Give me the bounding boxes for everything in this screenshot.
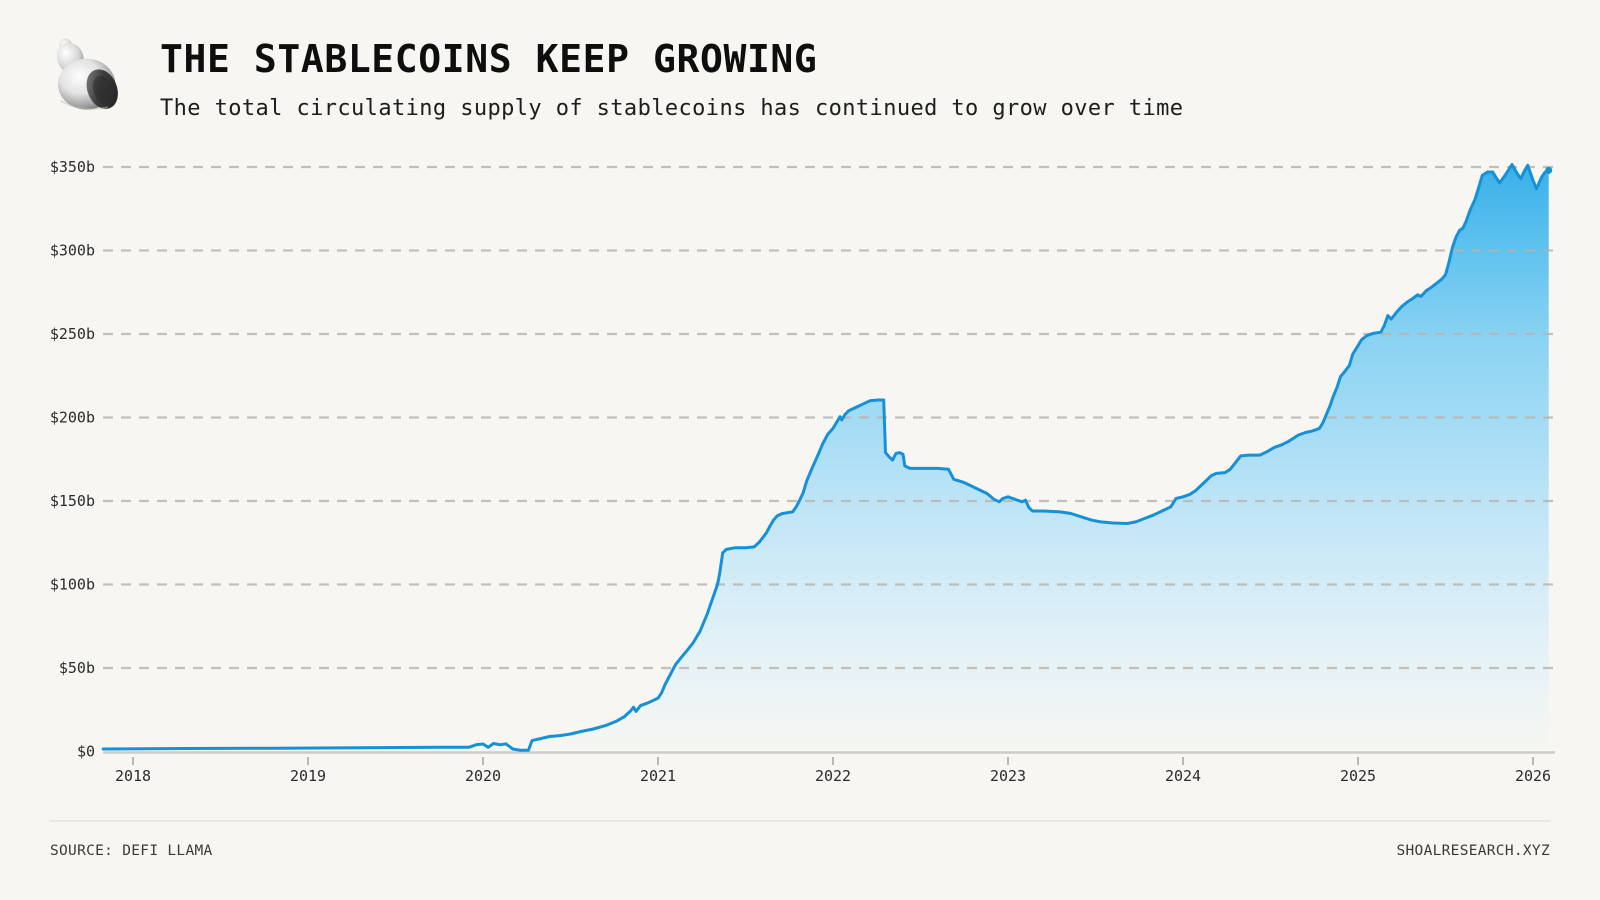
y-tick-label-100: $100b — [50, 576, 95, 594]
source-credit: SOURCE: DEFI LLAMA — [50, 843, 213, 859]
y-tick-label-250: $250b — [50, 325, 95, 343]
x-tick-label-2019: 2019 — [290, 767, 326, 785]
x-tick-label-2024: 2024 — [1165, 767, 1201, 785]
x-tick-label-2022: 2022 — [815, 767, 851, 785]
x-tick-label-2018: 2018 — [115, 767, 151, 785]
x-tick-label-2023: 2023 — [990, 767, 1026, 785]
x-tick-label-2020: 2020 — [465, 767, 501, 785]
line-end-marker — [1545, 166, 1553, 174]
y-tick-label-50: $50b — [59, 659, 95, 677]
supply-line — [101, 163, 1551, 752]
x-tick-label-2025: 2025 — [1340, 767, 1376, 785]
y-tick-label-200: $200b — [50, 409, 95, 427]
y-tick-label-300: $300b — [50, 242, 95, 260]
x-tick-label-2026: 2026 — [1515, 767, 1551, 785]
footer-divider — [50, 820, 1550, 822]
y-tick-label-0: $0 — [77, 743, 95, 761]
y-tick-label-150: $150b — [50, 492, 95, 510]
y-tick-label-350: $350b — [50, 158, 95, 176]
header: THE STABLECOINS KEEP GROWING The total c… — [0, 0, 1600, 140]
supply-area-fill — [103, 164, 1549, 752]
page-subtitle: The total circulating supply of stableco… — [160, 95, 1184, 121]
shell-logo-icon — [56, 38, 118, 110]
page-title: THE STABLECOINS KEEP GROWING — [160, 37, 818, 81]
x-tick-label-2021: 2021 — [640, 767, 676, 785]
title-block: THE STABLECOINS KEEP GROWING The total c… — [160, 37, 1184, 121]
site-url: SHOALRESEARCH.XYZ — [1396, 843, 1550, 859]
